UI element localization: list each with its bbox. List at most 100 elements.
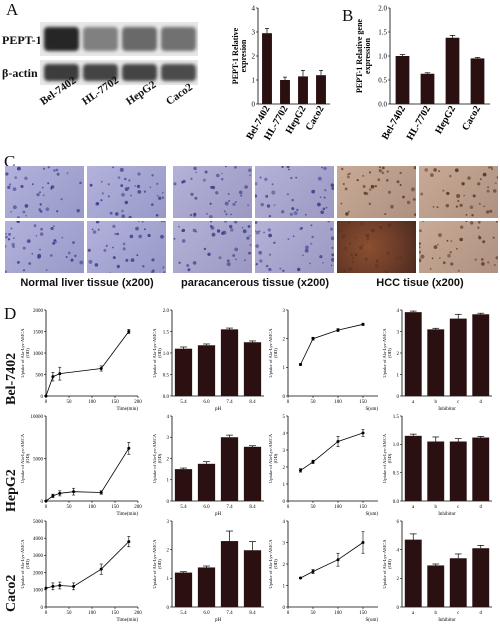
nucleus-dot [268, 253, 272, 256]
nucleus-dot [454, 168, 459, 173]
y-tick-label: 1.5 [163, 330, 170, 335]
y-tick-label: 0 [397, 606, 400, 611]
series-line [45, 541, 130, 589]
y-tick-label: 4 [167, 415, 170, 420]
nucleus-dot [137, 172, 141, 176]
x-tick-label: 50 [311, 611, 317, 616]
nucleus-dot [11, 242, 15, 247]
bar [174, 469, 193, 501]
nucleus-dot [296, 208, 299, 211]
nucleus-dot [13, 205, 17, 210]
nucleus-dot [331, 186, 336, 191]
x-tick-label: 0 [45, 505, 48, 510]
nucleus-dot [264, 177, 268, 181]
nucleus-dot [354, 253, 358, 257]
chart-D-r1-inh: 0 1 2 3 4 a b c d Inhibitor Uptake of Ala-Lys-AMCA… [382, 309, 492, 412]
nucleus-dot [281, 165, 284, 169]
y-tick-label: 1 [167, 479, 170, 484]
nucleus-dot [461, 182, 465, 186]
y-tick-label: 0 [283, 606, 286, 611]
chart-D-r1-time: 0 500 1000 1500 2000 0 50 100 150 200 Time(min) Upt… [20, 309, 142, 412]
nucleus-dot [302, 254, 304, 257]
y-tick-label: 2 [283, 563, 286, 568]
nucleus-dot [7, 185, 11, 189]
nucleus-dot [202, 178, 206, 182]
nucleus-dot [463, 194, 465, 197]
nucleus-dot [342, 269, 347, 273]
data-point [336, 328, 340, 332]
tissue-texture [173, 165, 252, 219]
nucleus-dot [429, 268, 432, 270]
nucleus-dot [89, 183, 93, 187]
nucleus-dot [130, 258, 135, 262]
data-point [311, 460, 315, 464]
x-tick-label: 100 [88, 505, 96, 510]
data-point [299, 362, 302, 366]
x-tick-label: 50 [67, 505, 73, 510]
y-tick-label: 4 [283, 520, 286, 525]
nucleus-dot [412, 198, 416, 201]
nucleus-dot [117, 176, 121, 179]
nucleus-dot [305, 245, 309, 250]
bar [197, 463, 216, 501]
y-tick-label: 4000 [33, 537, 44, 542]
nucleus-dot [350, 253, 353, 257]
nucleus-dot [397, 233, 400, 236]
y-tick-label: 1 [283, 584, 286, 589]
nucleus-dot [40, 227, 43, 231]
nucleus-dot [496, 176, 500, 179]
nucleus-dot [487, 186, 489, 189]
nucleus-dot [16, 260, 20, 264]
nucleus-dot [121, 192, 125, 197]
nucleus-dot [229, 224, 233, 229]
y-tick-label: 0 [41, 500, 44, 505]
nucleus-dot [109, 211, 113, 215]
nucleus-dot [112, 256, 116, 260]
nucleus-dot [384, 270, 389, 275]
nucleus-dot [207, 252, 211, 256]
y-axis-label: (OD) [273, 453, 278, 463]
nucleus-dot [330, 183, 334, 187]
y-tick-label: 6 [397, 520, 400, 525]
y-tick-label: 1 [252, 76, 256, 84]
nucleus-dot [8, 233, 11, 236]
nucleus-dot [13, 237, 15, 239]
nucleus-dot [457, 269, 460, 272]
y-tick-label: 3 [167, 520, 170, 525]
x-category-label: d [480, 505, 483, 510]
nucleus-dot [324, 189, 327, 192]
nucleus-dot [351, 260, 354, 263]
nucleus-dot [156, 194, 159, 197]
nucleus-dot [218, 256, 222, 260]
nucleus-dot [268, 233, 272, 238]
nucleus-dot [320, 210, 324, 214]
y-axis-label: (OD) [387, 453, 392, 463]
y-tick-label: 0 [283, 500, 286, 505]
nucleus-dot [234, 247, 239, 252]
nucleus-dot [136, 254, 139, 257]
nucleus-dot [42, 186, 44, 189]
x-category-label: a [412, 505, 415, 510]
nucleus-dot [242, 229, 247, 234]
chart-D-r3-time: 0 1000 2000 3000 4000 5000 0 50 100 150 200 Time(mi… [20, 520, 142, 623]
y-tick-label: 0 [167, 500, 170, 505]
nucleus-dot [449, 174, 452, 178]
nucleus-dot [216, 173, 220, 178]
x-axis-label: S(um) [366, 407, 379, 412]
y-tick-label: 0.0 [393, 500, 400, 505]
y-tick-label: 1.0 [393, 443, 400, 448]
tissue-caption-normal: Normal liver tissue (x200) [20, 277, 154, 289]
y-axis-label: Uptake of Ala-Lys-AMCA [382, 433, 387, 483]
nucleus-dot [160, 219, 164, 223]
nucleus-dot [265, 264, 269, 268]
nucleus-dot [259, 259, 263, 263]
data-point [99, 567, 103, 571]
nucleus-dot [377, 178, 381, 182]
nucleus-dot [100, 199, 103, 202]
bar [262, 33, 272, 105]
y-tick-label: 0 [283, 395, 286, 400]
nucleus-dot [40, 232, 44, 236]
y-tick-label: 3 [167, 436, 170, 441]
nucleus-dot [79, 181, 82, 185]
tissue-image [5, 166, 84, 219]
